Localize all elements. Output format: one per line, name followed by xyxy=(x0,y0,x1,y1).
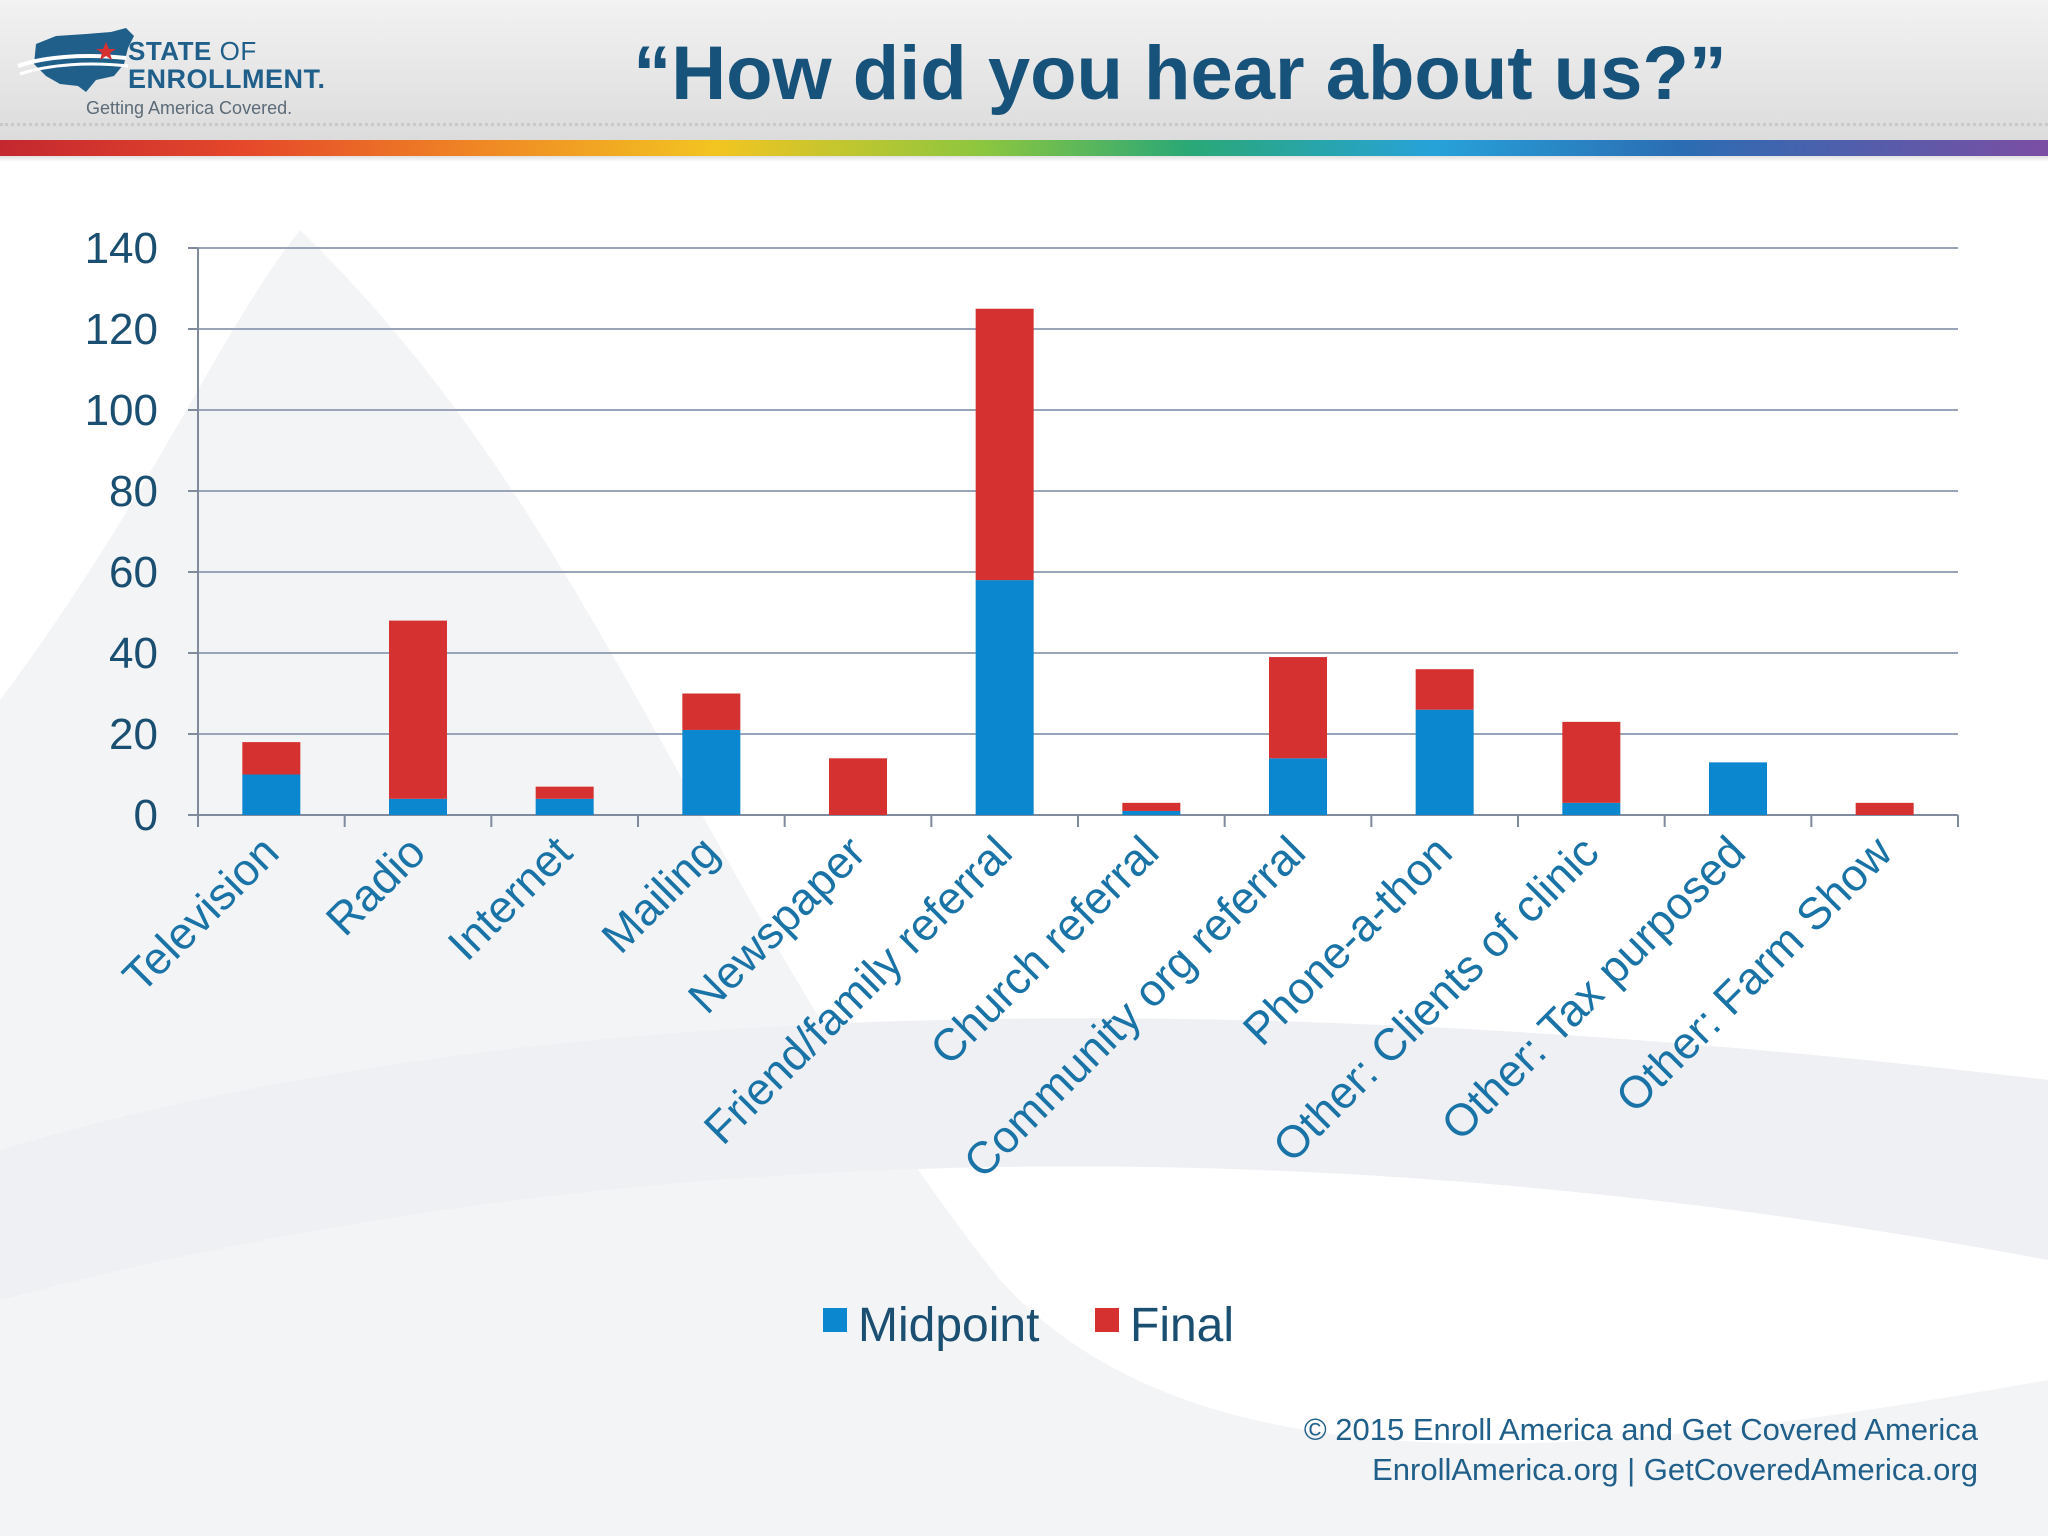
gridlines xyxy=(198,247,1958,735)
legend-swatch-midpoint xyxy=(823,1308,847,1332)
logo-tagline: Getting America Covered. xyxy=(86,98,293,118)
bar-midpoint-2 xyxy=(535,798,594,815)
bar-midpoint-0 xyxy=(242,774,301,815)
x-tick-label: Other: Farm Show xyxy=(1606,826,1902,1122)
page-title: “How did you hear about us?” xyxy=(633,31,1727,116)
rainbow-shadow xyxy=(0,156,2048,162)
logo-state-text: STATE xyxy=(128,36,212,66)
bar-midpoint-1 xyxy=(389,798,447,815)
y-tick-label: 40 xyxy=(109,629,158,678)
footer: © 2015 Enroll America and Get Covered Am… xyxy=(1304,1410,1978,1490)
y-tick-label: 20 xyxy=(109,710,158,759)
x-tick-label: Internet xyxy=(438,826,582,970)
bar-midpoint-5 xyxy=(975,580,1034,815)
axes xyxy=(188,247,1959,827)
legend-label-final: Final xyxy=(1130,1299,1234,1352)
bar-midpoint-9 xyxy=(1562,802,1621,815)
bar-final-3 xyxy=(682,693,741,730)
y-tick-label: 100 xyxy=(85,386,158,435)
y-tick-label: 80 xyxy=(109,467,158,516)
y-tick-label: 0 xyxy=(134,791,158,840)
bar-final-9 xyxy=(1562,721,1621,803)
bar-final-4 xyxy=(829,758,887,815)
bar-final-2 xyxy=(535,786,594,799)
logo-line-1: STATE OF xyxy=(128,36,257,67)
rainbow-stripe xyxy=(0,140,2048,156)
y-tick-label: 120 xyxy=(85,305,158,354)
bar-final-1 xyxy=(389,620,447,799)
logo: STATE OF ENROLLMENT. Getting America Cov… xyxy=(16,14,346,118)
header-divider xyxy=(0,123,2048,126)
bar-final-0 xyxy=(242,742,301,775)
y-tick-label: 140 xyxy=(85,224,158,273)
bar-final-11 xyxy=(1855,802,1914,815)
x-tick-label: Radio xyxy=(316,826,435,945)
bar-final-8 xyxy=(1415,669,1474,710)
legend-swatch-final xyxy=(1095,1308,1119,1332)
header-bar xyxy=(0,0,2048,140)
bars xyxy=(242,308,1914,815)
bar-midpoint-10 xyxy=(1709,762,1767,815)
x-tick-labels: Television Radio Internet MailingNewspaperF… xyxy=(113,826,1902,1188)
y-tick-labels: 0 20 40 60 80 100 120 140 xyxy=(85,224,158,840)
legend: Midpoint Final xyxy=(823,1299,1234,1352)
bar-midpoint-3 xyxy=(682,729,741,815)
x-tick-label: Television xyxy=(113,826,289,1002)
bar-midpoint-8 xyxy=(1415,709,1474,815)
bar-final-6 xyxy=(1122,802,1181,811)
y-tick-label: 60 xyxy=(109,548,158,597)
logo-enrollment-text: ENROLLMENT. xyxy=(128,64,326,94)
bar-midpoint-7 xyxy=(1269,758,1327,815)
bar-final-7 xyxy=(1269,657,1327,759)
bar-midpoint-6 xyxy=(1122,810,1181,815)
footer-links: EnrollAmerica.org | GetCoveredAmerica.or… xyxy=(1372,1452,1978,1487)
us-map-icon xyxy=(17,28,134,92)
logo-of-text: OF xyxy=(219,36,257,66)
x-tick-label: Mailing xyxy=(592,826,729,963)
copyright-text: © 2015 Enroll America and Get Covered Am… xyxy=(1303,1412,1978,1447)
legend-label-midpoint: Midpoint xyxy=(858,1299,1039,1352)
bar-final-5 xyxy=(975,308,1034,581)
